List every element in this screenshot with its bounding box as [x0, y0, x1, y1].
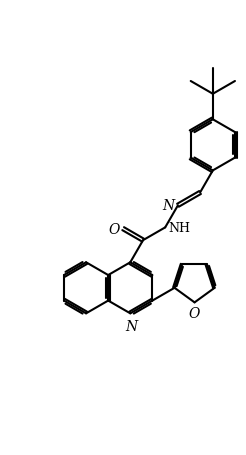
Text: N: N: [125, 320, 138, 334]
Text: NH: NH: [168, 222, 190, 234]
Text: N: N: [162, 199, 174, 213]
Text: O: O: [108, 222, 120, 236]
Text: O: O: [189, 306, 200, 320]
